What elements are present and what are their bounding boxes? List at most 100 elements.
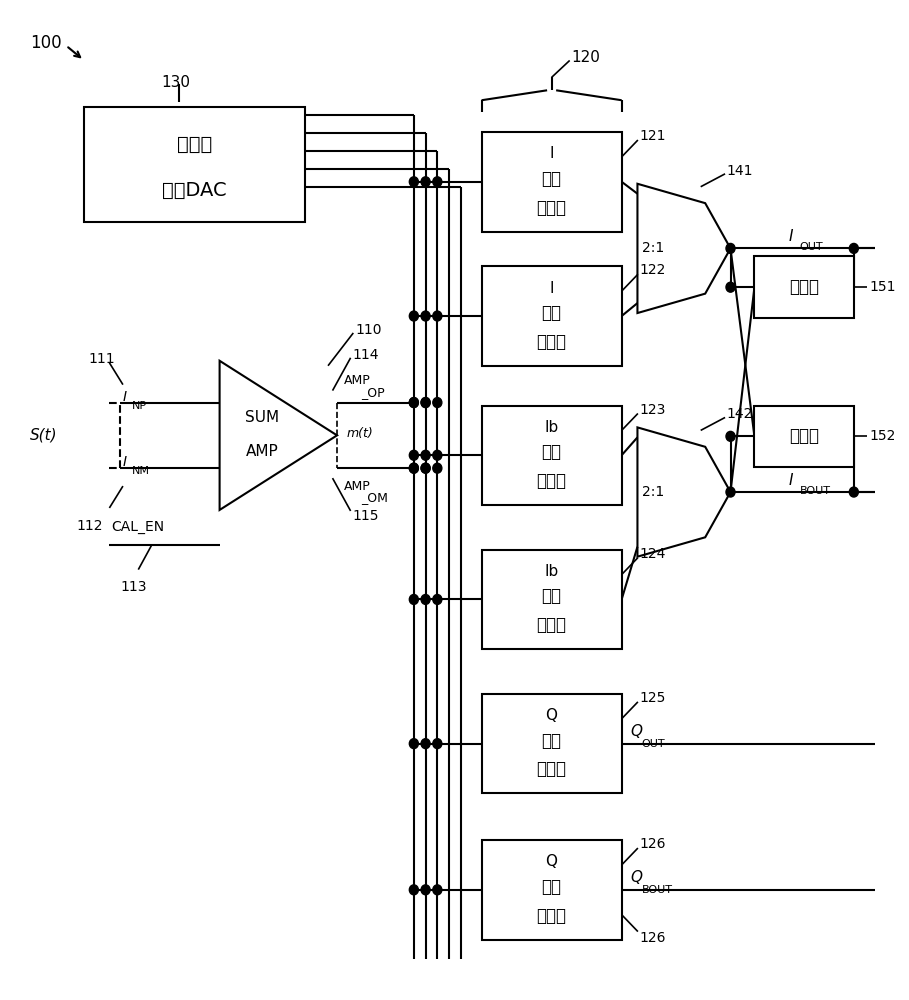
Text: 样本: 样本	[542, 304, 562, 322]
Circle shape	[433, 739, 442, 749]
Circle shape	[421, 463, 430, 473]
Text: Ib: Ib	[544, 420, 559, 435]
Circle shape	[409, 398, 418, 408]
Text: 141: 141	[727, 164, 754, 178]
Text: 样本: 样本	[542, 170, 562, 188]
Text: NP: NP	[132, 401, 147, 411]
Text: 2:1: 2:1	[642, 485, 664, 499]
Text: 112: 112	[77, 519, 104, 533]
Bar	[482, 550, 622, 649]
Bar	[482, 132, 622, 232]
Text: 样本: 样本	[542, 878, 562, 896]
Circle shape	[409, 885, 418, 895]
Circle shape	[409, 463, 418, 473]
Text: 锁存器: 锁存器	[536, 760, 566, 778]
Circle shape	[433, 177, 442, 187]
Circle shape	[421, 594, 430, 604]
Text: I: I	[549, 281, 554, 296]
Text: 126: 126	[640, 931, 666, 945]
Circle shape	[421, 450, 430, 460]
Circle shape	[409, 450, 418, 460]
Circle shape	[433, 311, 442, 321]
Text: 锁存器: 锁存器	[536, 199, 566, 217]
Circle shape	[421, 463, 430, 473]
Circle shape	[409, 463, 418, 473]
Circle shape	[421, 885, 430, 895]
Text: 124: 124	[640, 547, 666, 561]
Circle shape	[409, 739, 418, 749]
Text: 115: 115	[353, 509, 379, 523]
Text: 126: 126	[640, 837, 666, 851]
Text: 130: 130	[161, 75, 190, 90]
Text: SUM: SUM	[245, 410, 279, 425]
Circle shape	[409, 311, 418, 321]
Text: I: I	[549, 146, 554, 161]
Text: 110: 110	[355, 323, 382, 337]
Circle shape	[849, 487, 858, 497]
Text: _OP: _OP	[362, 386, 385, 399]
Bar	[482, 406, 622, 505]
Circle shape	[433, 463, 442, 473]
Circle shape	[849, 243, 858, 253]
Text: _OM: _OM	[362, 492, 388, 505]
Text: OUT: OUT	[642, 739, 665, 749]
Text: BOUT: BOUT	[800, 486, 831, 496]
Text: 样本: 样本	[542, 443, 562, 461]
Circle shape	[726, 431, 735, 441]
Circle shape	[433, 450, 442, 460]
Text: 锁存器: 锁存器	[536, 333, 566, 351]
Text: 100: 100	[30, 34, 62, 52]
Circle shape	[433, 885, 442, 895]
Circle shape	[421, 739, 430, 749]
Circle shape	[409, 398, 418, 408]
Circle shape	[409, 594, 418, 604]
Text: 111: 111	[88, 352, 115, 366]
Text: 锁存器: 锁存器	[789, 427, 819, 445]
Circle shape	[421, 311, 430, 321]
Text: 142: 142	[727, 407, 754, 421]
Circle shape	[433, 398, 442, 408]
Text: 151: 151	[869, 280, 895, 294]
Text: 114: 114	[353, 348, 379, 362]
Bar	[85, 107, 305, 222]
Text: BOUT: BOUT	[642, 885, 673, 895]
Text: CAL_EN: CAL_EN	[111, 520, 165, 534]
Text: Q: Q	[631, 724, 643, 739]
Text: 122: 122	[640, 263, 666, 277]
Circle shape	[726, 282, 735, 292]
Text: 113: 113	[120, 580, 146, 594]
Text: Q: Q	[545, 854, 557, 869]
Text: Q: Q	[631, 870, 643, 885]
Circle shape	[421, 398, 430, 408]
Circle shape	[433, 594, 442, 604]
Text: 121: 121	[640, 129, 666, 143]
Bar	[754, 406, 854, 467]
Text: 152: 152	[869, 429, 895, 443]
Bar	[482, 694, 622, 793]
Text: I: I	[789, 473, 794, 488]
Text: I: I	[123, 455, 127, 469]
Text: NM: NM	[132, 466, 150, 476]
Text: I: I	[789, 229, 794, 244]
Text: 2:1: 2:1	[642, 241, 664, 255]
Text: 锁存器: 锁存器	[536, 616, 566, 634]
Text: 锁存器: 锁存器	[177, 135, 213, 154]
Text: 样本: 样本	[542, 587, 562, 605]
Text: m(t): m(t)	[346, 427, 373, 440]
Text: 123: 123	[640, 403, 666, 417]
Text: 偏移DAC: 偏移DAC	[163, 181, 227, 200]
Text: 锁存器: 锁存器	[789, 278, 819, 296]
Text: 锁存器: 锁存器	[536, 907, 566, 925]
Text: 样本: 样本	[542, 732, 562, 750]
Circle shape	[421, 398, 430, 408]
Text: OUT: OUT	[800, 242, 824, 252]
Circle shape	[726, 487, 735, 497]
Text: 120: 120	[572, 50, 600, 65]
Bar	[482, 840, 622, 940]
Text: I: I	[123, 390, 127, 404]
Circle shape	[409, 177, 418, 187]
Text: AMP: AMP	[345, 374, 371, 387]
Circle shape	[421, 177, 430, 187]
Text: Ib: Ib	[544, 564, 559, 579]
Text: AMP: AMP	[345, 480, 371, 493]
